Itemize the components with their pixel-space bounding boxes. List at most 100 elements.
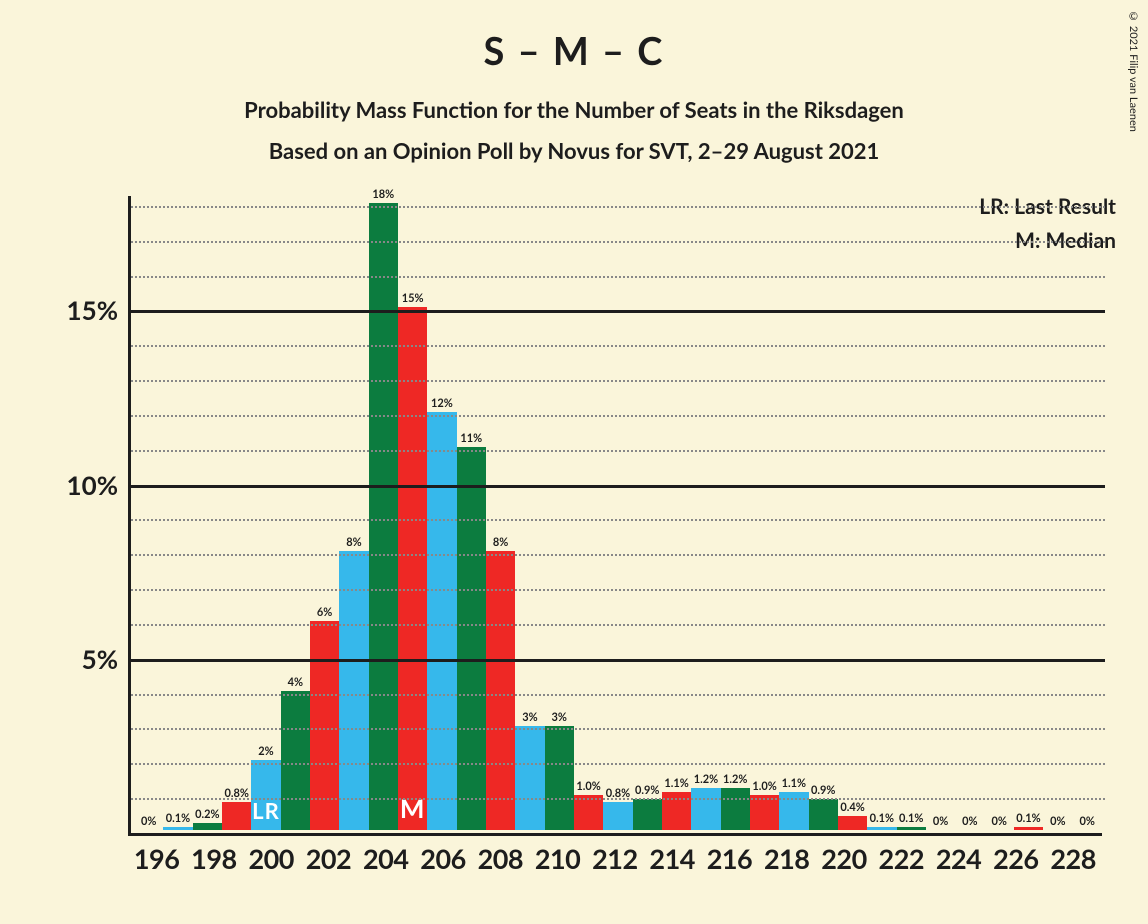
x-axis-label: 228	[1045, 842, 1102, 875]
y-axis-label: 15%	[67, 294, 118, 326]
x-axis-label: 202	[300, 842, 357, 875]
gridline-minor	[131, 728, 1105, 730]
bar-group: 1.0%	[574, 196, 603, 830]
bar-value-label: 0.1%	[899, 812, 923, 825]
bar-value-label: 11%	[460, 432, 482, 445]
gridline-minor	[131, 380, 1105, 382]
bar-group: 0.2%	[193, 196, 222, 830]
bar-group: 0.9%	[809, 196, 838, 830]
gridline-minor	[131, 241, 1105, 243]
bar-group: 3%	[515, 196, 544, 830]
gridline-minor	[131, 624, 1105, 626]
bar-group: 1.1%	[779, 196, 808, 830]
bar-group: 0.1%	[1014, 196, 1043, 830]
x-axis-label: 200	[243, 842, 300, 875]
chart-title: S – M – C	[0, 0, 1148, 74]
bar-value-label: 0%	[991, 815, 1006, 828]
bar-value-label: 8%	[493, 536, 508, 549]
bar-value-label: 4%	[288, 676, 303, 689]
bar-value-label: 1.0%	[752, 780, 776, 793]
bar-value-label: 3%	[522, 711, 537, 724]
bar: 1.0%	[750, 795, 779, 830]
bar: 1.2%	[691, 788, 720, 830]
bar-group: 0.1%	[897, 196, 926, 830]
bar: 18%	[369, 203, 398, 830]
bar-value-label: 0.2%	[195, 808, 219, 821]
bar: 0.1%	[1014, 827, 1043, 830]
chart-area: 0%0.1%0.2%0.8%2%LR4%6%8%18%15%M12%11%8%3…	[128, 196, 1102, 836]
bar-group: 0.9%	[633, 196, 662, 830]
gridline-major	[131, 485, 1105, 488]
bar-value-label: 15%	[402, 292, 424, 305]
bar: 0.9%	[809, 799, 838, 830]
bar-value-label: 0.1%	[1016, 812, 1040, 825]
lr-marker: LR	[252, 797, 280, 824]
x-axis-label: 212	[586, 842, 643, 875]
bar-value-label: 0%	[141, 815, 156, 828]
x-axis-label: 208	[472, 842, 529, 875]
bar-group: 0.1%	[163, 196, 192, 830]
bar-group: 0.8%	[603, 196, 632, 830]
bar-value-label: 0.4%	[840, 801, 864, 814]
bar-value-label: 1.2%	[694, 773, 718, 786]
bar: 3%	[545, 726, 574, 831]
median-marker: M	[400, 792, 426, 824]
x-axis-labels: 1961982002022042062082102122142162182202…	[128, 842, 1102, 875]
x-axis-label: 226	[987, 842, 1044, 875]
bar-group: 0%	[955, 196, 984, 830]
gridline-major	[131, 310, 1105, 313]
bar-value-label: 18%	[372, 188, 394, 201]
bar-group: 0.4%	[838, 196, 867, 830]
bar: 15%M	[398, 307, 427, 830]
gridline-major	[131, 659, 1105, 662]
bar-group: 3%	[545, 196, 574, 830]
bar-value-label: 6%	[317, 606, 332, 619]
bar: 1.0%	[574, 795, 603, 830]
bar: 0.1%	[163, 827, 192, 830]
bar: 8%	[339, 551, 368, 830]
bar-value-label: 1.1%	[782, 777, 806, 790]
bar: 0.1%	[867, 827, 896, 830]
gridline-minor	[131, 345, 1105, 347]
gridline-minor	[131, 276, 1105, 278]
bar-group: 2% LR	[251, 196, 280, 830]
bar: 0.4%	[838, 816, 867, 830]
bar-group: 12%	[427, 196, 456, 830]
bar-group: 0%	[926, 196, 955, 830]
bar-group: 8%	[486, 196, 515, 830]
bars-container: 0%0.1%0.2%0.8%2%LR4%6%8%18%15%M12%11%8%3…	[134, 196, 1102, 830]
plot: 0%0.1%0.2%0.8%2%LR4%6%8%18%15%M12%11%8%3…	[128, 196, 1102, 836]
bar: 0.1%	[897, 827, 926, 830]
gridline-minor	[131, 798, 1105, 800]
gridline-minor	[131, 450, 1105, 452]
gridline-minor	[131, 694, 1105, 696]
bar-value-label: 1.2%	[723, 773, 747, 786]
bar-group: 4%	[281, 196, 310, 830]
bar-group: 8%	[339, 196, 368, 830]
bar-group: 1.2%	[691, 196, 720, 830]
bar-value-label: 0.9%	[635, 784, 659, 797]
bar: 1.2%	[721, 788, 750, 830]
bar-group: 11%	[457, 196, 486, 830]
x-axis-label: 216	[701, 842, 758, 875]
bar-group: 1.1%	[662, 196, 691, 830]
bar-group: 0.1%	[867, 196, 896, 830]
bar-value-label: 2%	[258, 745, 273, 758]
x-axis-label: 196	[128, 842, 185, 875]
x-axis-label: 206	[414, 842, 471, 875]
bar: 0.9%	[633, 799, 662, 830]
bar: 0.2%	[193, 823, 222, 830]
bar-group: 1.2%	[721, 196, 750, 830]
bar: 0.8%	[222, 802, 251, 830]
gridline-minor	[131, 554, 1105, 556]
y-axis-label: 5%	[82, 643, 118, 675]
bar-value-label: 0%	[1079, 815, 1094, 828]
bar: 3%	[515, 726, 544, 831]
chart-subtitle-1: Probability Mass Function for the Number…	[0, 96, 1148, 123]
bar-group: 6%	[310, 196, 339, 830]
x-axis-label: 198	[185, 842, 242, 875]
gridline-minor	[131, 589, 1105, 591]
bar-group: 0%	[1073, 196, 1102, 830]
bar-group: 15% M	[398, 196, 427, 830]
bar-value-label: 0%	[1050, 815, 1065, 828]
